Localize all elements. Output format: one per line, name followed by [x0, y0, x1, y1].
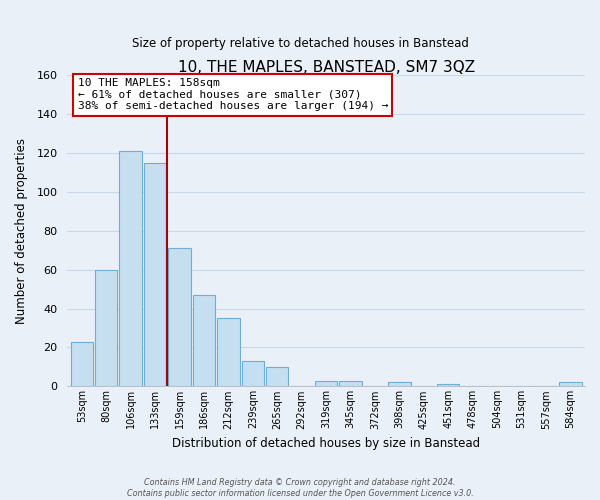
Y-axis label: Number of detached properties: Number of detached properties	[15, 138, 28, 324]
Text: Contains HM Land Registry data © Crown copyright and database right 2024.
Contai: Contains HM Land Registry data © Crown c…	[127, 478, 473, 498]
Bar	[242, 361, 264, 386]
Bar	[388, 382, 410, 386]
Bar	[119, 151, 142, 386]
Bar	[315, 380, 337, 386]
Bar	[71, 342, 93, 386]
Bar	[95, 270, 118, 386]
Bar	[193, 295, 215, 386]
Bar	[144, 162, 166, 386]
Bar	[559, 382, 581, 386]
Text: Size of property relative to detached houses in Banstead: Size of property relative to detached ho…	[131, 38, 469, 51]
Bar	[217, 318, 239, 386]
Title: 10, THE MAPLES, BANSTEAD, SM7 3QZ: 10, THE MAPLES, BANSTEAD, SM7 3QZ	[178, 60, 475, 75]
Bar	[266, 367, 289, 386]
Bar	[437, 384, 460, 386]
Bar	[339, 380, 362, 386]
Text: 10 THE MAPLES: 158sqm
← 61% of detached houses are smaller (307)
38% of semi-det: 10 THE MAPLES: 158sqm ← 61% of detached …	[77, 78, 388, 112]
Bar	[169, 248, 191, 386]
X-axis label: Distribution of detached houses by size in Banstead: Distribution of detached houses by size …	[172, 437, 480, 450]
